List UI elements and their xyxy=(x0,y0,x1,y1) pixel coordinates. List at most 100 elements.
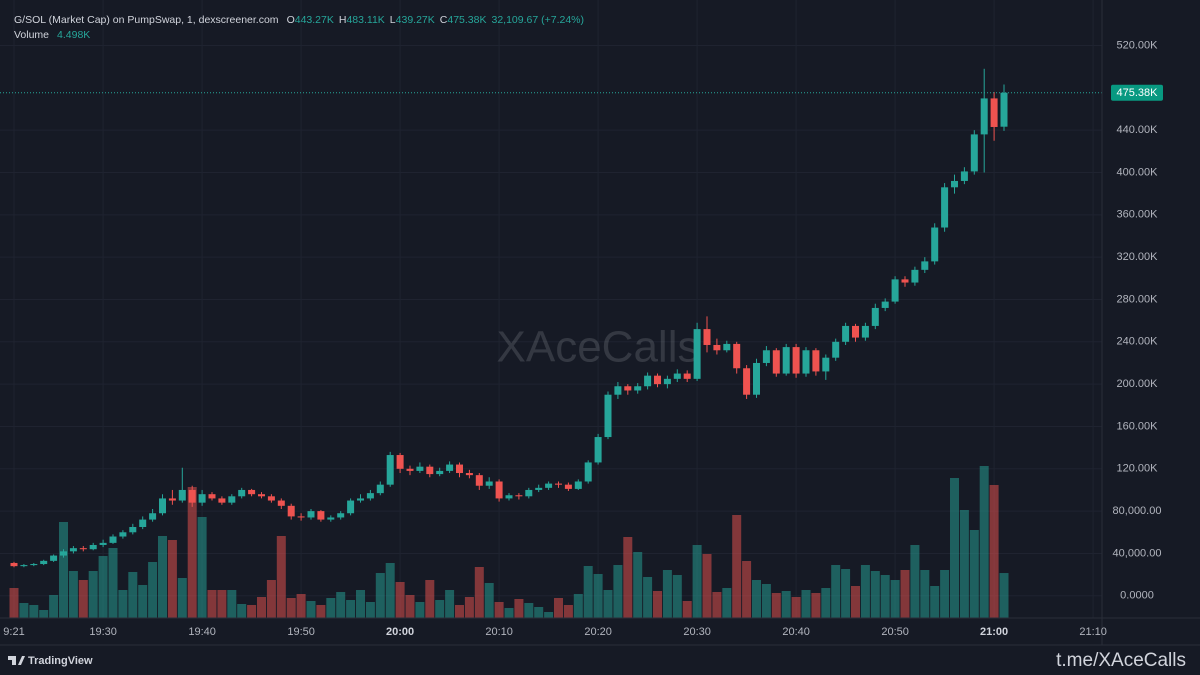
volume-bar xyxy=(900,570,910,618)
volume-bar xyxy=(940,570,950,618)
candle-body xyxy=(485,481,493,486)
candle-body xyxy=(733,343,741,369)
volume-bar xyxy=(464,597,474,618)
candle-body xyxy=(495,481,503,499)
candle-body xyxy=(317,511,325,520)
change: 32,109.67 (+7.24%) xyxy=(491,14,584,26)
volume-bar xyxy=(346,600,356,618)
candle-body xyxy=(198,494,206,503)
ohlc-value: 483.11K xyxy=(346,14,384,26)
volume-bar xyxy=(702,554,712,618)
axis-layer: 520.00K 440.00K 400.00K 360.00K 320.00K 280.0… xyxy=(0,0,1200,646)
candle-body xyxy=(386,455,394,485)
candle-body xyxy=(208,494,216,499)
candle-body xyxy=(446,464,454,471)
x-tick-label: 20:10 xyxy=(485,626,513,638)
candle-body xyxy=(515,495,523,497)
volume-bar xyxy=(633,552,643,618)
volume-bar xyxy=(514,599,524,618)
candle-body xyxy=(258,494,265,497)
candle-body xyxy=(525,489,533,497)
candle-body xyxy=(119,532,127,537)
volume-bar xyxy=(49,595,59,618)
volume-bar xyxy=(306,601,316,618)
candle-body xyxy=(693,329,701,379)
x-tick-label: 9:21 xyxy=(3,626,24,638)
volume-bar xyxy=(593,574,603,618)
candle-body xyxy=(20,565,28,567)
volume-bar xyxy=(148,562,158,618)
candle-body xyxy=(218,498,226,503)
candle-body xyxy=(951,180,958,188)
volume-bar xyxy=(583,566,593,618)
volume-bar xyxy=(504,608,514,618)
y-tick-label: 520.00K xyxy=(1117,39,1159,51)
candle-body xyxy=(347,500,355,514)
volume-bar xyxy=(910,545,920,618)
ohlc-value: 443.27K xyxy=(295,14,334,26)
volume-bar xyxy=(692,545,702,618)
volume-bar xyxy=(395,582,405,618)
x-tick-label: 20:00 xyxy=(386,626,414,638)
volume-bar xyxy=(860,565,870,618)
candle-body xyxy=(614,386,622,395)
candle-body xyxy=(337,513,345,518)
volume-bar xyxy=(425,580,435,618)
symbol: G/SOL (Market Cap) on PumpSwap, 1, dexsc… xyxy=(14,14,279,26)
volume-bar xyxy=(98,556,108,618)
last-price-tag xyxy=(1111,84,1163,101)
footer-left: TradingView xyxy=(28,655,93,667)
candle-body xyxy=(970,134,978,172)
candle-body xyxy=(149,513,157,520)
candle-body xyxy=(634,386,642,391)
volume-bar xyxy=(375,573,385,618)
volume-bar xyxy=(801,590,811,618)
candle-body xyxy=(713,344,721,351)
volume-bar xyxy=(316,605,326,618)
volume-bar xyxy=(494,602,504,618)
candle-body xyxy=(238,489,246,497)
volume-bar xyxy=(474,567,484,618)
candle-body xyxy=(30,564,38,566)
candle-body xyxy=(465,473,473,476)
volume-bar xyxy=(880,575,890,618)
candle-body xyxy=(228,496,236,503)
y-tick-label: 0.0000 xyxy=(1120,590,1154,602)
candle-body xyxy=(159,498,166,514)
candle-body xyxy=(723,343,731,351)
candle-body xyxy=(604,394,612,438)
candle-body xyxy=(366,493,374,499)
candle-body xyxy=(881,301,889,308)
volume-bar xyxy=(870,571,880,618)
volume-bar xyxy=(177,578,187,618)
candle-body xyxy=(703,329,711,345)
volume-bar xyxy=(603,590,613,618)
candle-body xyxy=(792,347,800,374)
volume-bar xyxy=(554,598,563,618)
y-tick-label: 160.00K xyxy=(1117,420,1159,432)
candle-body xyxy=(921,261,929,270)
candle-body xyxy=(50,555,58,561)
volume-bar xyxy=(227,590,237,618)
logo-shape xyxy=(18,656,25,665)
x-tick-label: 21:10 xyxy=(1079,626,1107,638)
volume-bar xyxy=(385,563,395,618)
volume-bar xyxy=(890,580,900,618)
volume-bar xyxy=(435,600,445,618)
y-tick-label: 240.00K xyxy=(1117,336,1159,348)
watermark: XAceCalls xyxy=(497,323,700,372)
header: G/SOL (Market Cap) on PumpSwap, 1, dexsc… xyxy=(14,14,584,41)
volume-bar xyxy=(811,593,821,618)
candle-body xyxy=(624,386,632,391)
candle-body xyxy=(327,517,335,520)
volume-bar xyxy=(534,607,544,618)
candle-body xyxy=(99,542,107,545)
candle-body xyxy=(802,350,810,374)
candle-body xyxy=(842,325,850,342)
candle-body xyxy=(911,269,919,283)
candle-body xyxy=(376,484,384,494)
candle-body xyxy=(683,373,691,379)
volume-bar xyxy=(742,561,752,618)
volume-bar xyxy=(781,591,791,618)
